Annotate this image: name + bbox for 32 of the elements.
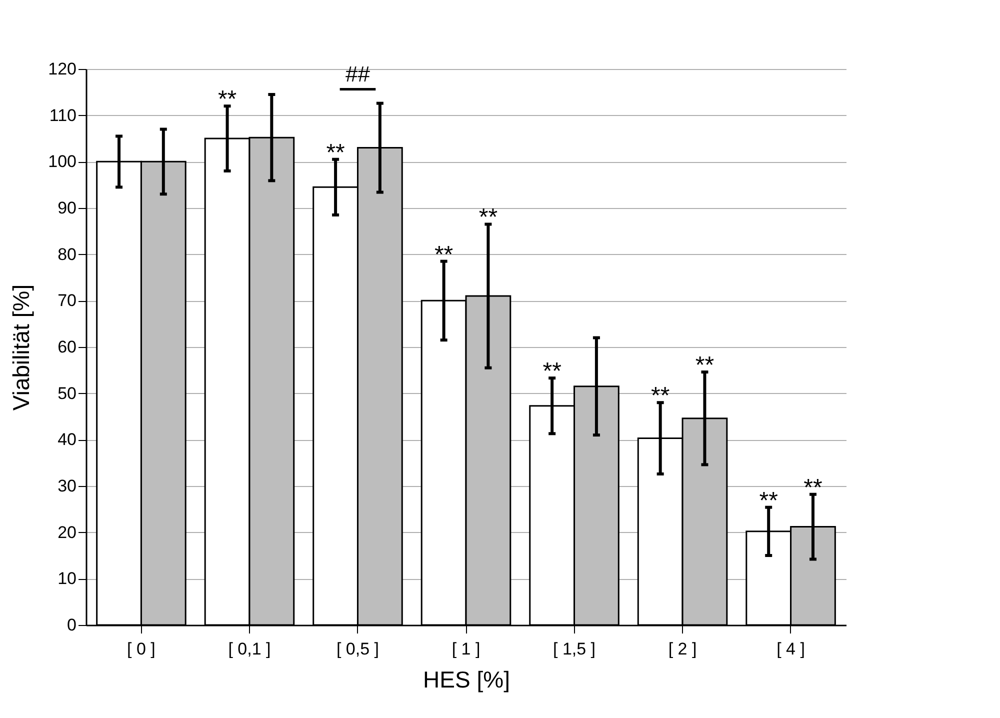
annotation: **	[434, 241, 454, 268]
x-tick-label: [ 0,5 ]	[336, 640, 380, 658]
y-axis-title: Viabilität [%]	[8, 284, 34, 411]
x-tick-label: [ 0,1 ]	[228, 640, 271, 658]
y-tick-label: 50	[58, 384, 76, 403]
annotation: **	[804, 474, 822, 502]
y-tick-label: 120	[48, 60, 76, 78]
annotation: **	[759, 487, 778, 514]
y-tick-label: 100	[48, 152, 76, 172]
x-tick-label: [ 4 ]	[776, 640, 805, 658]
y-tick-label: 10	[58, 569, 76, 588]
x-tick-label: [ 1,5 ]	[552, 640, 596, 658]
x-tick-label: [ 2 ]	[668, 640, 697, 658]
annotation: **	[695, 352, 714, 380]
x-tick-label: [ 1 ]	[452, 640, 480, 658]
y-tick-label: 80	[58, 244, 76, 264]
y-tick-label: 110	[49, 106, 76, 125]
annotation: **	[478, 204, 498, 232]
y-tick-label: 70	[58, 291, 76, 310]
y-tick-label: 90	[58, 198, 76, 218]
y-tick-label: 20	[58, 522, 76, 542]
y-tick-label: 60	[58, 338, 76, 356]
x-tick-label: [ 0 ]	[127, 640, 156, 658]
annotation: **	[650, 382, 670, 410]
y-tick-label: 30	[58, 476, 76, 496]
annotation: **	[326, 139, 345, 166]
x-axis-title: HES [%]	[423, 666, 510, 692]
annotation: ##	[345, 61, 371, 86]
y-tick-label: 40	[58, 430, 76, 450]
annotation: **	[542, 358, 562, 386]
y-tick-label: 0	[67, 616, 76, 634]
annotation: **	[218, 86, 237, 114]
